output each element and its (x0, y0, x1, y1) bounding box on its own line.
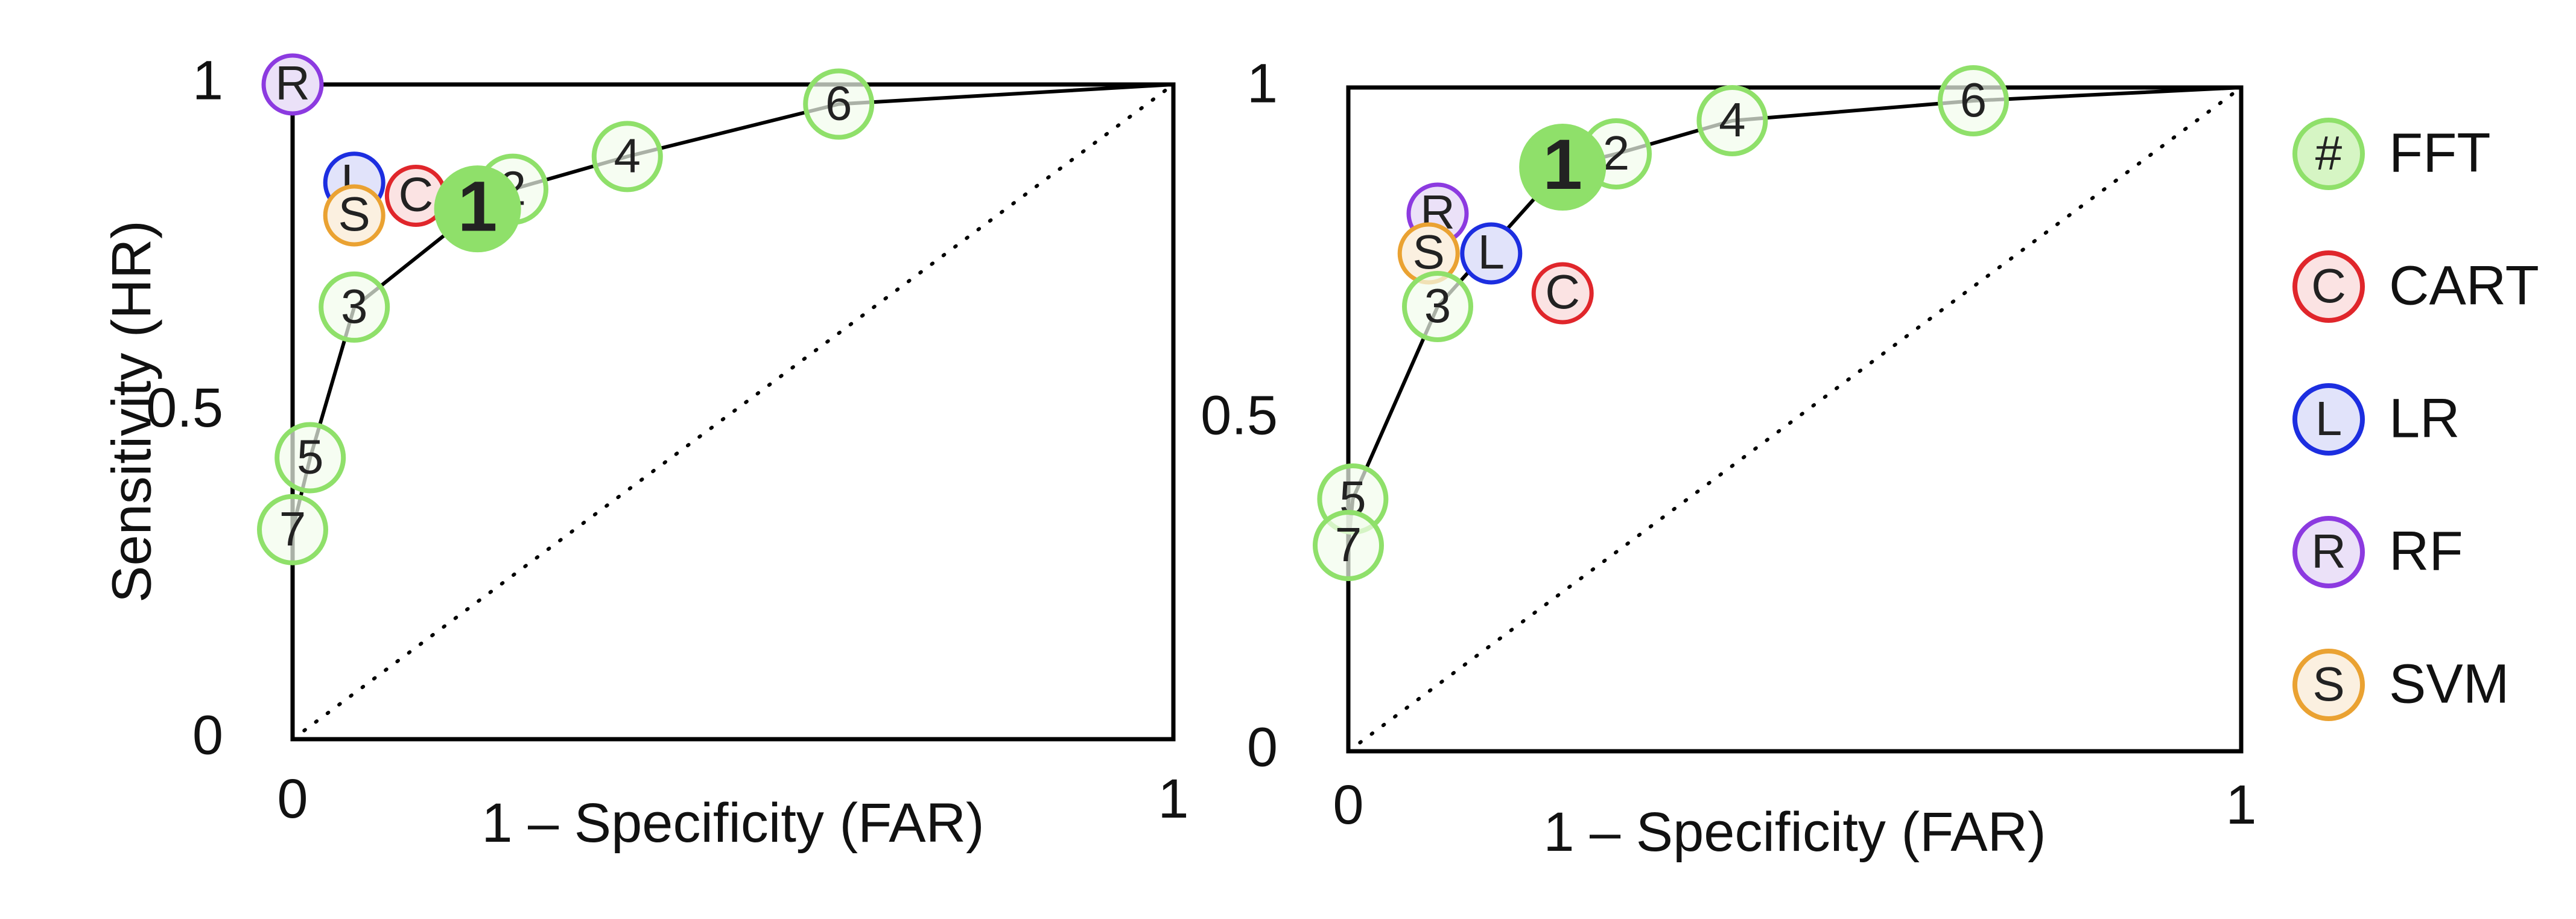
model-point-label: S (338, 187, 370, 241)
y-tick-label: 1 (192, 49, 223, 111)
model-point-label: C (399, 168, 434, 221)
y-tick-label: 0.5 (1201, 384, 1278, 446)
plot-frame (1346, 85, 2244, 754)
fft-point-selected (1519, 124, 1607, 211)
model-point-label: C (1545, 265, 1580, 319)
chance-diagonal (1347, 86, 2243, 753)
fft-point (257, 494, 328, 565)
legend-marker-symbol: # (2315, 126, 2343, 180)
model-point-svm (323, 184, 385, 247)
fft-point-label: 1 (458, 167, 498, 246)
fft-point-label: 4 (1719, 93, 1746, 147)
x-tick-label: 0 (277, 768, 308, 830)
y-tick-label: 0 (1247, 716, 1278, 778)
fft-roc-curve (1347, 86, 2242, 546)
fft-point (1313, 510, 1384, 581)
fft-point (319, 271, 390, 343)
y-tick-label: 0 (192, 704, 223, 766)
model-point-label: S (1413, 225, 1445, 279)
fft-point-selected (434, 165, 521, 253)
fft-point-label: 4 (614, 129, 641, 182)
chance-diagonal (291, 83, 1175, 741)
fft-point-label: 7 (279, 502, 306, 556)
legend-label-cart: CART (2389, 255, 2539, 316)
legend-label-svm: SVM (2389, 653, 2509, 714)
x-tick-label: 0 (1333, 774, 1363, 836)
fft-point (803, 68, 875, 140)
legend-label-lr: LR (2389, 387, 2460, 449)
legend-marker-lr (2292, 383, 2365, 456)
model-point-label: R (275, 56, 310, 110)
legend-marker-symbol: S (2312, 657, 2344, 711)
legend: # FFT C CART L LR R RF S SVM (2292, 118, 2539, 721)
y-axis-label: Sensitivity (HR) (101, 220, 162, 603)
fft-point-label: 1 (1543, 125, 1582, 205)
legend-marker-symbol: R (2311, 524, 2346, 578)
fft-point (591, 121, 663, 192)
plot-frame (290, 82, 1176, 742)
legend-marker-symbol: C (2311, 259, 2346, 313)
model-point-rf (261, 53, 324, 116)
fft-roc-curve (291, 83, 1174, 530)
legend-marker-symbol: L (2315, 392, 2343, 445)
fft-point (1938, 65, 2009, 136)
y-tick-label: 0.5 (146, 377, 223, 439)
model-point-lr (1460, 222, 1523, 285)
fft-point-label: 5 (297, 430, 324, 484)
x-axis-label: 1 – Specificity (FAR) (1543, 801, 2046, 863)
model-point-label: L (1478, 225, 1505, 279)
fft-point-label: 6 (825, 77, 852, 130)
fft-point-label: 3 (341, 279, 368, 333)
fft-point-label: 2 (1603, 126, 1630, 180)
legend-label-fft: FFT (2389, 122, 2491, 183)
fft-point (1696, 85, 1768, 156)
y-tick-label: 1 (1247, 52, 1278, 114)
legend-marker-fft (2292, 118, 2365, 190)
legend-marker-svm (2292, 649, 2365, 721)
x-tick-label: 1 (1158, 768, 1188, 830)
model-point-cart (1531, 262, 1594, 325)
fft-point-label: 3 (1424, 279, 1451, 332)
fft-point (274, 422, 346, 494)
fft-point (1402, 271, 1473, 342)
legend-label-rf: RF (2389, 520, 2463, 582)
x-axis-label: 1 – Specificity (FAR) (481, 792, 984, 854)
legend-marker-cart (2292, 250, 2365, 323)
fft-point-label: 7 (1335, 518, 1362, 571)
fft-point-label: 6 (1960, 73, 1987, 127)
x-tick-label: 1 (2225, 774, 2256, 836)
legend-marker-rf (2292, 516, 2365, 588)
roc-panel-left: 0 0.5 1 0 1 1 – Specificity (FAR) Sensitivity … (101, 49, 1188, 854)
